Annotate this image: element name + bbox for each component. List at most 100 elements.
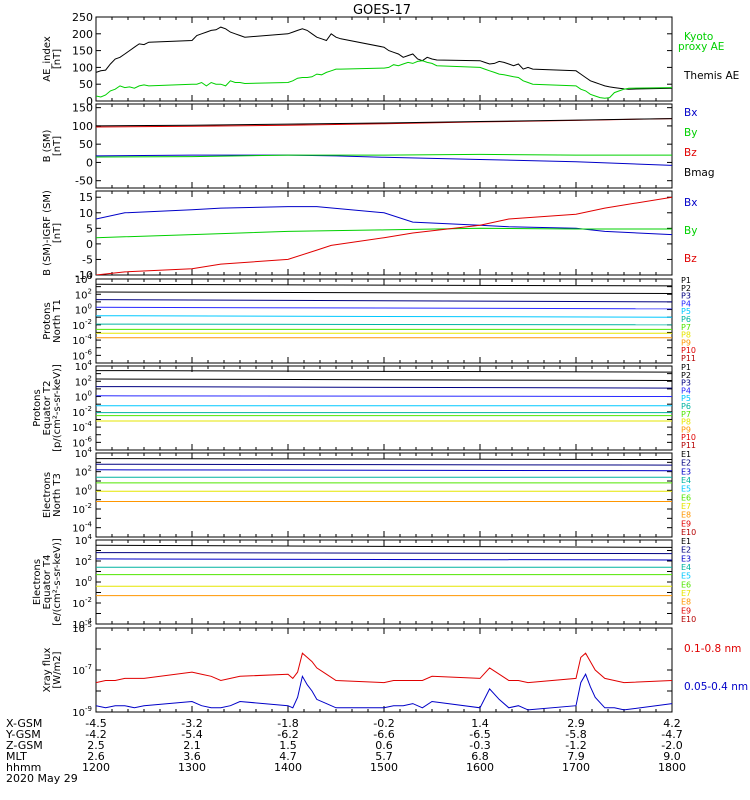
ephemeris-row-label: MLT [6,750,27,763]
bsm-ytick-label: 50 [79,138,93,151]
bsm-legend-item: By [684,127,697,139]
bsm-ylabel: [nT] [52,136,63,156]
ephemeris-value: 1.4 [471,717,489,730]
ae-ytick-label: 200 [72,28,93,41]
xray-ytick-label: 10-7 [72,663,92,677]
bigrf-ylabel: [nT] [52,223,63,243]
bigrf-series-bz [96,196,672,275]
protN-legend-item: P6 [681,315,691,324]
xray-ylabel: [W/m2] [52,651,63,688]
elecE-legend-item: E3 [681,554,691,563]
ephemeris-value: 6.8 [471,750,489,763]
ephemeris-value: 4.2 [663,717,681,730]
ephemeris-value: 1600 [466,761,494,774]
ephemeris-row-label: Y-GSM [5,728,41,741]
elecE-ytick-label: 102 [75,554,92,568]
protE-legend-item: P9 [681,425,691,434]
protE-ytick-label: 100 [75,390,92,404]
protN-legend-item: P4 [681,299,691,308]
protE-legend-item: P7 [681,410,691,419]
protE-ytick-label: 10-4 [72,420,92,434]
ephemeris-value: 1200 [82,761,110,774]
bsm-ytick-label: -50 [75,175,93,188]
elecE-ytick-label: 10-2 [72,596,92,610]
bigrf-ytick-label: -10 [75,269,93,282]
xray-ylabel: Xray flux [42,648,53,693]
ae-ytick-label: 50 [79,78,93,91]
elecN-legend-item: E6 [681,493,691,502]
ephemeris-value: -1.8 [277,717,298,730]
panel-frame-bigrf [95,190,673,276]
bsm-ylabel: B (SM) [42,129,53,162]
elecE-legend-item: E7 [681,589,691,598]
elecN-ytick-label: 10-2 [72,502,92,516]
ephemeris-row-label: Z-GSM [6,739,43,752]
elecN-series-e2 [96,463,672,466]
elecE-ylabel: [e/(cm²-s-sr-keV)] [52,538,63,626]
protE-legend-item: P4 [681,386,691,395]
bigrf-ytick-label: 5 [86,222,93,235]
protE-ylabel: [p/(cm²-s-sr-keV)] [52,364,63,452]
ephemeris-value: -5.8 [565,728,586,741]
ephemeris-value: 0.6 [375,739,393,752]
bsm-series-group [96,118,672,166]
bigrf-ylabel: B (SM)-IGRF (SM) [42,190,53,276]
elecN-legend-item: E7 [681,502,691,511]
protN-series-p5 [96,315,672,318]
protE-ytick-label: 102 [75,374,92,388]
ae-series-kyoto-proxy-ae [96,60,672,99]
ephemeris-value: 4.7 [279,750,297,763]
protN-series-group [96,283,672,339]
elecE-ytick-label: 104 [75,533,93,547]
elecE-legend-item: E6 [681,580,691,589]
elecE-ytick-label: 100 [75,575,92,589]
elecN-legend-item: E8 [681,511,691,520]
elecE-legend-item: E10 [681,615,696,624]
bigrf-legend-item: Bz [684,253,697,265]
ae-ytick-label: 0 [86,95,93,108]
elecE-legend-item: E2 [681,546,691,555]
elecN-ytick-label: 100 [75,483,92,497]
elecN-ytick-label: 102 [75,465,92,479]
protE-legend-item: P2 [681,371,691,380]
ephemeris-value: 2.1 [183,739,201,752]
protE-series-p4 [96,395,672,397]
protN-legend-item: P2 [681,284,691,293]
ephemeris-value: -6.6 [373,728,394,741]
elecE-legend-item: E4 [681,563,691,572]
protN-ylabel: North T1 [52,299,63,343]
ephemeris-value: -4.7 [661,728,682,741]
elecE-legend-item: E8 [681,598,691,607]
ephemeris-value: -5.4 [181,728,202,741]
panel-frame-elecN [95,452,673,538]
ae-series-group [96,26,672,99]
bigrf-ytick-label: 0 [86,238,93,251]
elecE-series-group [96,544,672,597]
panel-frame-xray [95,627,673,713]
ephemeris-value: 2.9 [567,717,585,730]
elecE-ylabel: Equator T4 [42,555,53,610]
elecN-ylabel: Electrons [42,472,53,518]
protN-series-p3 [96,299,672,303]
bigrf-series-by [96,227,672,239]
elecE-legend-item: E9 [681,606,691,615]
chart-title: GOES-17 [353,3,411,18]
protE-legend-item: P1 [681,363,691,372]
ephemeris-row-label: hhmm [6,761,41,774]
protE-legend-item: P6 [681,402,691,411]
xray-legend-item: 0.05-0.4 nm [684,681,748,693]
ephemeris-value: -6.2 [277,728,298,741]
bsm-legend-item: Bz [684,147,697,159]
protE-ytick-label: 104 [75,359,93,373]
protN-ytick-label: 10-4 [72,333,92,347]
xray-series-group [96,652,672,711]
ae-ylabel: AE_index [42,36,53,82]
xray-legend-item: 0.1-0.8 nm [684,643,741,655]
ae-ylabel: [nT] [52,49,63,69]
protN-legend-item: P7 [681,323,691,332]
ephemeris-value: -2.0 [661,739,682,752]
protN-series-p2 [96,291,672,294]
ephemeris-value: 3.6 [183,750,201,763]
